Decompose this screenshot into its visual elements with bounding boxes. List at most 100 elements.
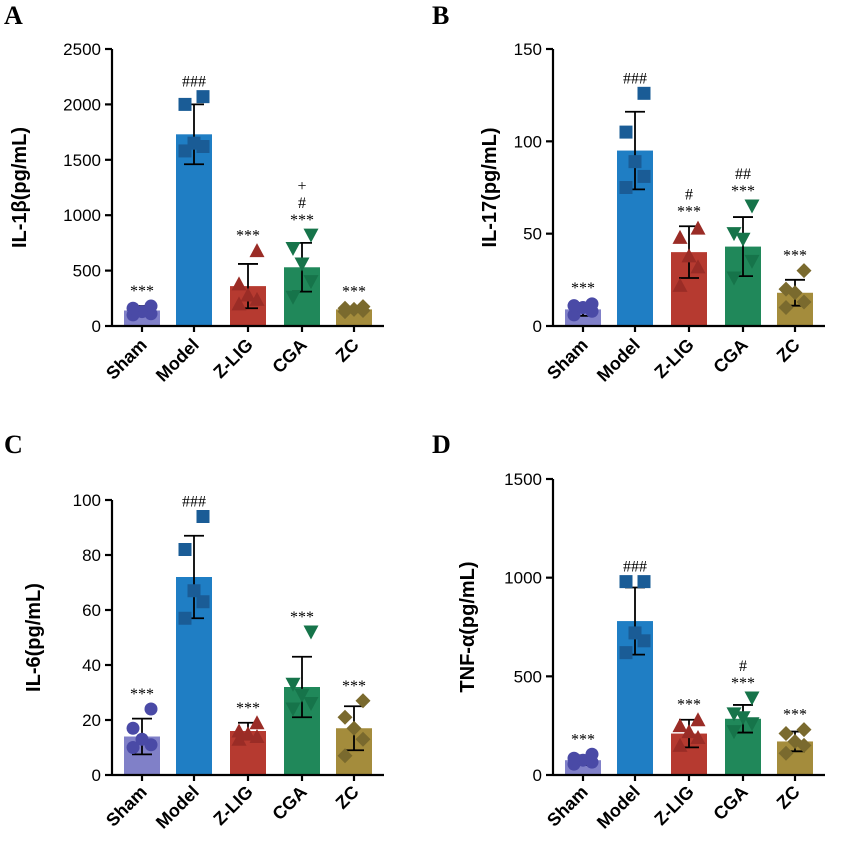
significance-label: *** xyxy=(571,731,595,748)
y-tick-label: 0 xyxy=(533,317,542,336)
data-point xyxy=(681,248,697,263)
data-point xyxy=(178,543,192,556)
category-label: Sham xyxy=(543,335,592,384)
data-point xyxy=(672,718,688,733)
panel-a: AIL-1β(pg/mL)***Sham###Model***Z-LIG***#… xyxy=(4,1,384,386)
data-point xyxy=(303,228,319,243)
data-point xyxy=(690,259,706,274)
data-point xyxy=(126,721,140,735)
significance-label: ### xyxy=(182,494,206,511)
y-tick-label: 1500 xyxy=(504,470,542,489)
data-point xyxy=(567,751,581,765)
y-tick-label: 1000 xyxy=(504,569,542,588)
data-point xyxy=(672,737,688,752)
data-point xyxy=(681,724,697,739)
data-point xyxy=(690,712,706,727)
significance-label: *** xyxy=(236,700,260,717)
data-point xyxy=(690,730,706,745)
category-label: ZC xyxy=(332,782,363,813)
data-point xyxy=(294,257,310,272)
data-point xyxy=(628,155,642,169)
data-point xyxy=(744,717,760,732)
data-point xyxy=(735,711,751,726)
data-point xyxy=(735,232,751,247)
data-point xyxy=(796,294,812,310)
y-axis-label: IL-17(pg/mL) xyxy=(479,128,501,248)
bar-model xyxy=(176,134,212,326)
data-point xyxy=(303,697,319,711)
category-label: Sham xyxy=(102,782,151,831)
data-point xyxy=(744,199,760,214)
data-point xyxy=(778,300,794,316)
data-point xyxy=(303,275,319,290)
significance-label: *** xyxy=(130,686,154,703)
data-point xyxy=(628,626,642,640)
category-label: Model xyxy=(593,782,644,833)
data-point xyxy=(249,243,265,258)
data-point xyxy=(337,709,353,725)
data-point xyxy=(637,575,651,589)
data-point xyxy=(726,725,742,740)
data-point xyxy=(796,722,812,738)
data-point xyxy=(619,575,633,589)
category-label: CGA xyxy=(709,335,751,377)
y-tick-label: 100 xyxy=(514,132,542,151)
y-tick-label: 20 xyxy=(82,711,101,730)
y-tick-label: 0 xyxy=(92,766,101,785)
data-point xyxy=(672,277,688,292)
significance-label: *** xyxy=(677,203,701,220)
data-point xyxy=(778,281,794,297)
data-point xyxy=(619,125,633,139)
data-point xyxy=(144,702,158,716)
data-point xyxy=(619,646,633,660)
data-point xyxy=(196,90,210,104)
data-point xyxy=(178,611,192,625)
significance-label: *** xyxy=(677,697,701,714)
significance-label: *** xyxy=(731,675,755,692)
data-point xyxy=(787,733,803,749)
category-label: Sham xyxy=(543,782,592,831)
panel-letter: C xyxy=(4,430,23,459)
data-point xyxy=(178,97,192,111)
category-label: CGA xyxy=(268,335,310,377)
data-point xyxy=(355,693,371,709)
y-tick-label: 50 xyxy=(523,225,542,244)
data-point xyxy=(585,747,599,761)
y-tick-label: 0 xyxy=(92,317,101,336)
data-point xyxy=(726,227,742,242)
y-tick-label: 40 xyxy=(82,656,101,675)
y-tick-label: 500 xyxy=(514,667,542,686)
y-tick-label: 500 xyxy=(73,262,101,281)
y-tick-label: 0 xyxy=(533,766,542,785)
data-point xyxy=(619,181,633,194)
significance-label: ### xyxy=(623,559,647,576)
significance-label: + xyxy=(297,178,306,195)
data-point xyxy=(726,271,742,286)
significance-label: *** xyxy=(290,212,314,229)
significance-label: *** xyxy=(783,248,807,265)
category-label: ZC xyxy=(773,782,804,813)
data-point xyxy=(726,707,742,722)
y-axis-label: IL-1β(pg/mL) xyxy=(9,127,31,248)
data-point xyxy=(637,86,651,100)
significance-label: ## xyxy=(735,166,751,183)
data-point xyxy=(249,715,265,730)
significance-label: # xyxy=(298,195,306,212)
panel-b: BIL-17(pg/mL)***Sham###Model***#Z-LIG***… xyxy=(432,1,825,386)
y-tick-label: 100 xyxy=(73,491,101,510)
data-point xyxy=(294,688,310,703)
category-label: Model xyxy=(152,782,203,833)
data-point xyxy=(744,254,760,269)
data-point xyxy=(196,595,210,609)
significance-label: *** xyxy=(731,183,755,200)
category-label: ZC xyxy=(332,335,363,366)
panel-c: C IL-6(pg/mL) *** Sham ### Model *** Z-LIG *** CG… xyxy=(4,430,384,833)
panel-letter: A xyxy=(4,1,23,30)
data-point xyxy=(231,276,247,291)
significance-label: *** xyxy=(236,228,260,245)
data-point xyxy=(690,220,706,235)
category-label: Z-LIG xyxy=(650,335,697,382)
category-label: Sham xyxy=(102,335,151,384)
data-point xyxy=(231,723,247,738)
